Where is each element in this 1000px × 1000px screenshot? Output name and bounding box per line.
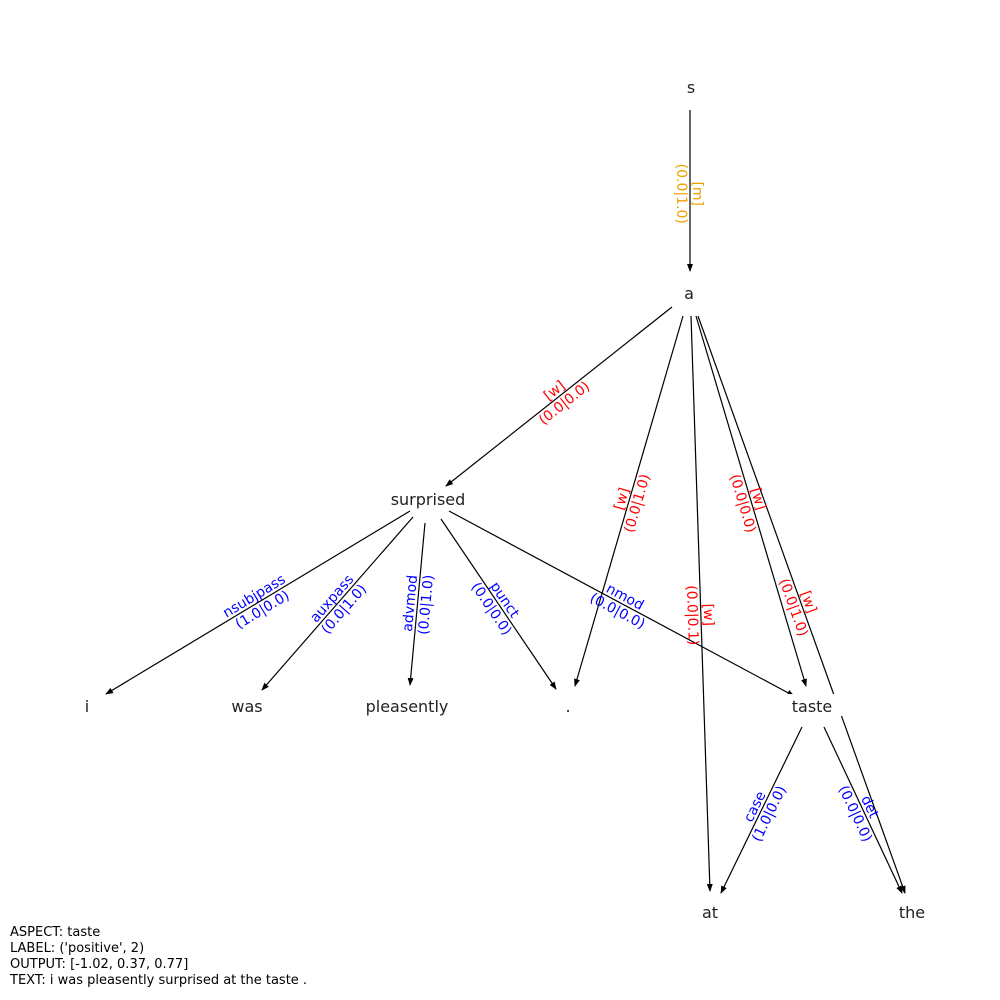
node-background xyxy=(892,900,932,922)
edge-surprised-pleasently xyxy=(407,522,426,686)
node-background xyxy=(695,900,725,922)
edge-label-taste-the: det(0.0|0.0) xyxy=(835,776,890,844)
info-panel: ASPECT: taste LABEL: ('positive', 2) OUT… xyxy=(10,925,307,989)
node-background xyxy=(782,694,842,716)
edge-taste-at xyxy=(720,726,803,894)
edge-surprised-i xyxy=(105,510,411,695)
edge-relation: [w] xyxy=(611,486,633,512)
edge-label-surprised-i: nsubjpass(1.0|0.0) xyxy=(220,572,296,635)
edge-label-surprised-taste: nmod(0.0|0.0) xyxy=(587,576,655,633)
node-dot: . xyxy=(565,697,570,716)
edge-surprised-taste xyxy=(448,510,795,697)
edge-label-a-surprised: [w](0.0|0.0) xyxy=(526,366,593,428)
edge-weights: (0.0|1.0) xyxy=(416,574,437,635)
edge-relation: [w] xyxy=(747,486,769,512)
edge-labels-layer: [m](0.0|1.0)[w](0.0|0.0)[w](0.0|1.0)[w](… xyxy=(220,164,890,845)
node-background xyxy=(77,694,97,716)
edges-layer xyxy=(105,110,906,894)
edge-relation: advmod xyxy=(400,574,421,632)
edge-label-a-at: [w](0.0|0.1) xyxy=(683,584,717,645)
node-at: at xyxy=(702,903,718,922)
node-taste: taste xyxy=(792,697,833,716)
node-surprised: surprised xyxy=(391,490,466,509)
node-background xyxy=(679,281,699,303)
edge-weights: (0.0|1.0) xyxy=(673,164,689,224)
node-background xyxy=(378,487,478,509)
edge-a-dot xyxy=(574,315,684,687)
output-text: OUTPUT: [-1.02, 0.37, 0.77] xyxy=(10,957,189,972)
node-a: a xyxy=(684,284,694,303)
edge-relation: [m] xyxy=(689,181,705,206)
node-s: s xyxy=(687,78,695,97)
edge-relation: [w] xyxy=(700,603,717,626)
edge-relation: [w] xyxy=(797,589,820,615)
edge-a-surprised xyxy=(445,306,673,487)
node-the: the xyxy=(899,903,925,922)
edge-label-surprised-dot: punct(0.0|0.0) xyxy=(468,571,528,639)
edge-weights: (0.0|0.1) xyxy=(683,585,701,646)
edge-label-a-taste: [w](0.0|0.0) xyxy=(726,468,774,535)
edge-label-surprised-pleasently: advmod(0.0|1.0) xyxy=(400,573,437,636)
edge-a-at xyxy=(690,315,713,892)
node-background xyxy=(558,694,578,716)
edge-label-s-a: [m](0.0|1.0) xyxy=(673,164,705,224)
aspect-text: ASPECT: taste xyxy=(10,925,101,940)
node-background xyxy=(227,694,267,716)
label-text: LABEL: ('positive', 2) xyxy=(10,941,145,956)
edge-label-a-the: [w](0.0|1.0) xyxy=(775,571,825,638)
edge-a-taste xyxy=(695,315,807,687)
sentence-text: TEXT: i was pleasently surprised at the … xyxy=(10,973,308,988)
edge-a-the xyxy=(697,315,906,894)
node-was: was xyxy=(231,697,262,716)
edge-surprised-was xyxy=(261,516,414,691)
node-background xyxy=(352,694,462,716)
nodes-layer: s a surprised i was pleasently. taste at the xyxy=(77,75,932,922)
edge-label-a-dot: [w](0.0|1.0) xyxy=(606,468,654,535)
edge-taste-the xyxy=(823,726,903,894)
edge-label-taste-at: case(1.0|0.0) xyxy=(735,776,790,844)
edge-surprised-dot xyxy=(440,518,557,690)
node-pleasently: pleasently xyxy=(366,697,449,716)
node-background xyxy=(681,75,701,97)
node-i: i xyxy=(85,697,89,716)
